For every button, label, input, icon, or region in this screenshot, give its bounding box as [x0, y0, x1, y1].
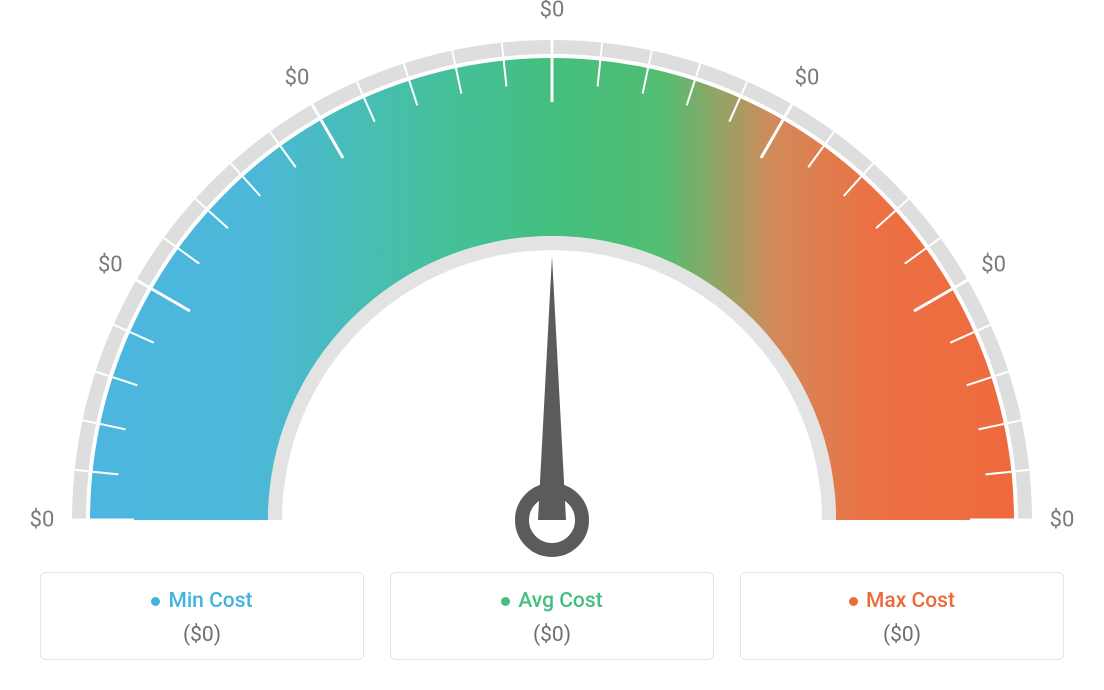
legend-label-avg: Avg Cost: [518, 589, 602, 613]
legend-label-min: Min Cost: [168, 589, 252, 613]
legend-title-max: Max Cost: [849, 589, 955, 613]
gauge-tick-label: $0: [540, 0, 565, 23]
legend-dot-avg: [501, 597, 510, 606]
gauge-tick-label: $0: [30, 508, 55, 533]
legend-title-avg: Avg Cost: [501, 589, 602, 613]
legend-dot-max: [849, 597, 858, 606]
gauge-svg: [0, 0, 1104, 560]
legend-label-max: Max Cost: [866, 589, 955, 613]
legend-dot-min: [151, 597, 160, 606]
legend-row: Min Cost ($0) Avg Cost ($0) Max Cost ($0…: [40, 572, 1064, 660]
gauge-tick-label: $0: [795, 66, 820, 91]
gauge-tick-label: $0: [1050, 508, 1075, 533]
legend-card-min: Min Cost ($0): [40, 572, 364, 660]
legend-value-max: ($0): [751, 623, 1053, 647]
cost-gauge: $0 $0 $0 $0 $0 $0 $0: [0, 0, 1104, 560]
legend-value-min: ($0): [51, 623, 353, 647]
gauge-tick-label: $0: [285, 66, 310, 91]
legend-title-min: Min Cost: [151, 589, 252, 613]
legend-value-avg: ($0): [401, 623, 703, 647]
gauge-tick-label: $0: [981, 253, 1006, 278]
legend-card-max: Max Cost ($0): [740, 572, 1064, 660]
gauge-tick-label: $0: [98, 253, 123, 278]
legend-card-avg: Avg Cost ($0): [390, 572, 714, 660]
